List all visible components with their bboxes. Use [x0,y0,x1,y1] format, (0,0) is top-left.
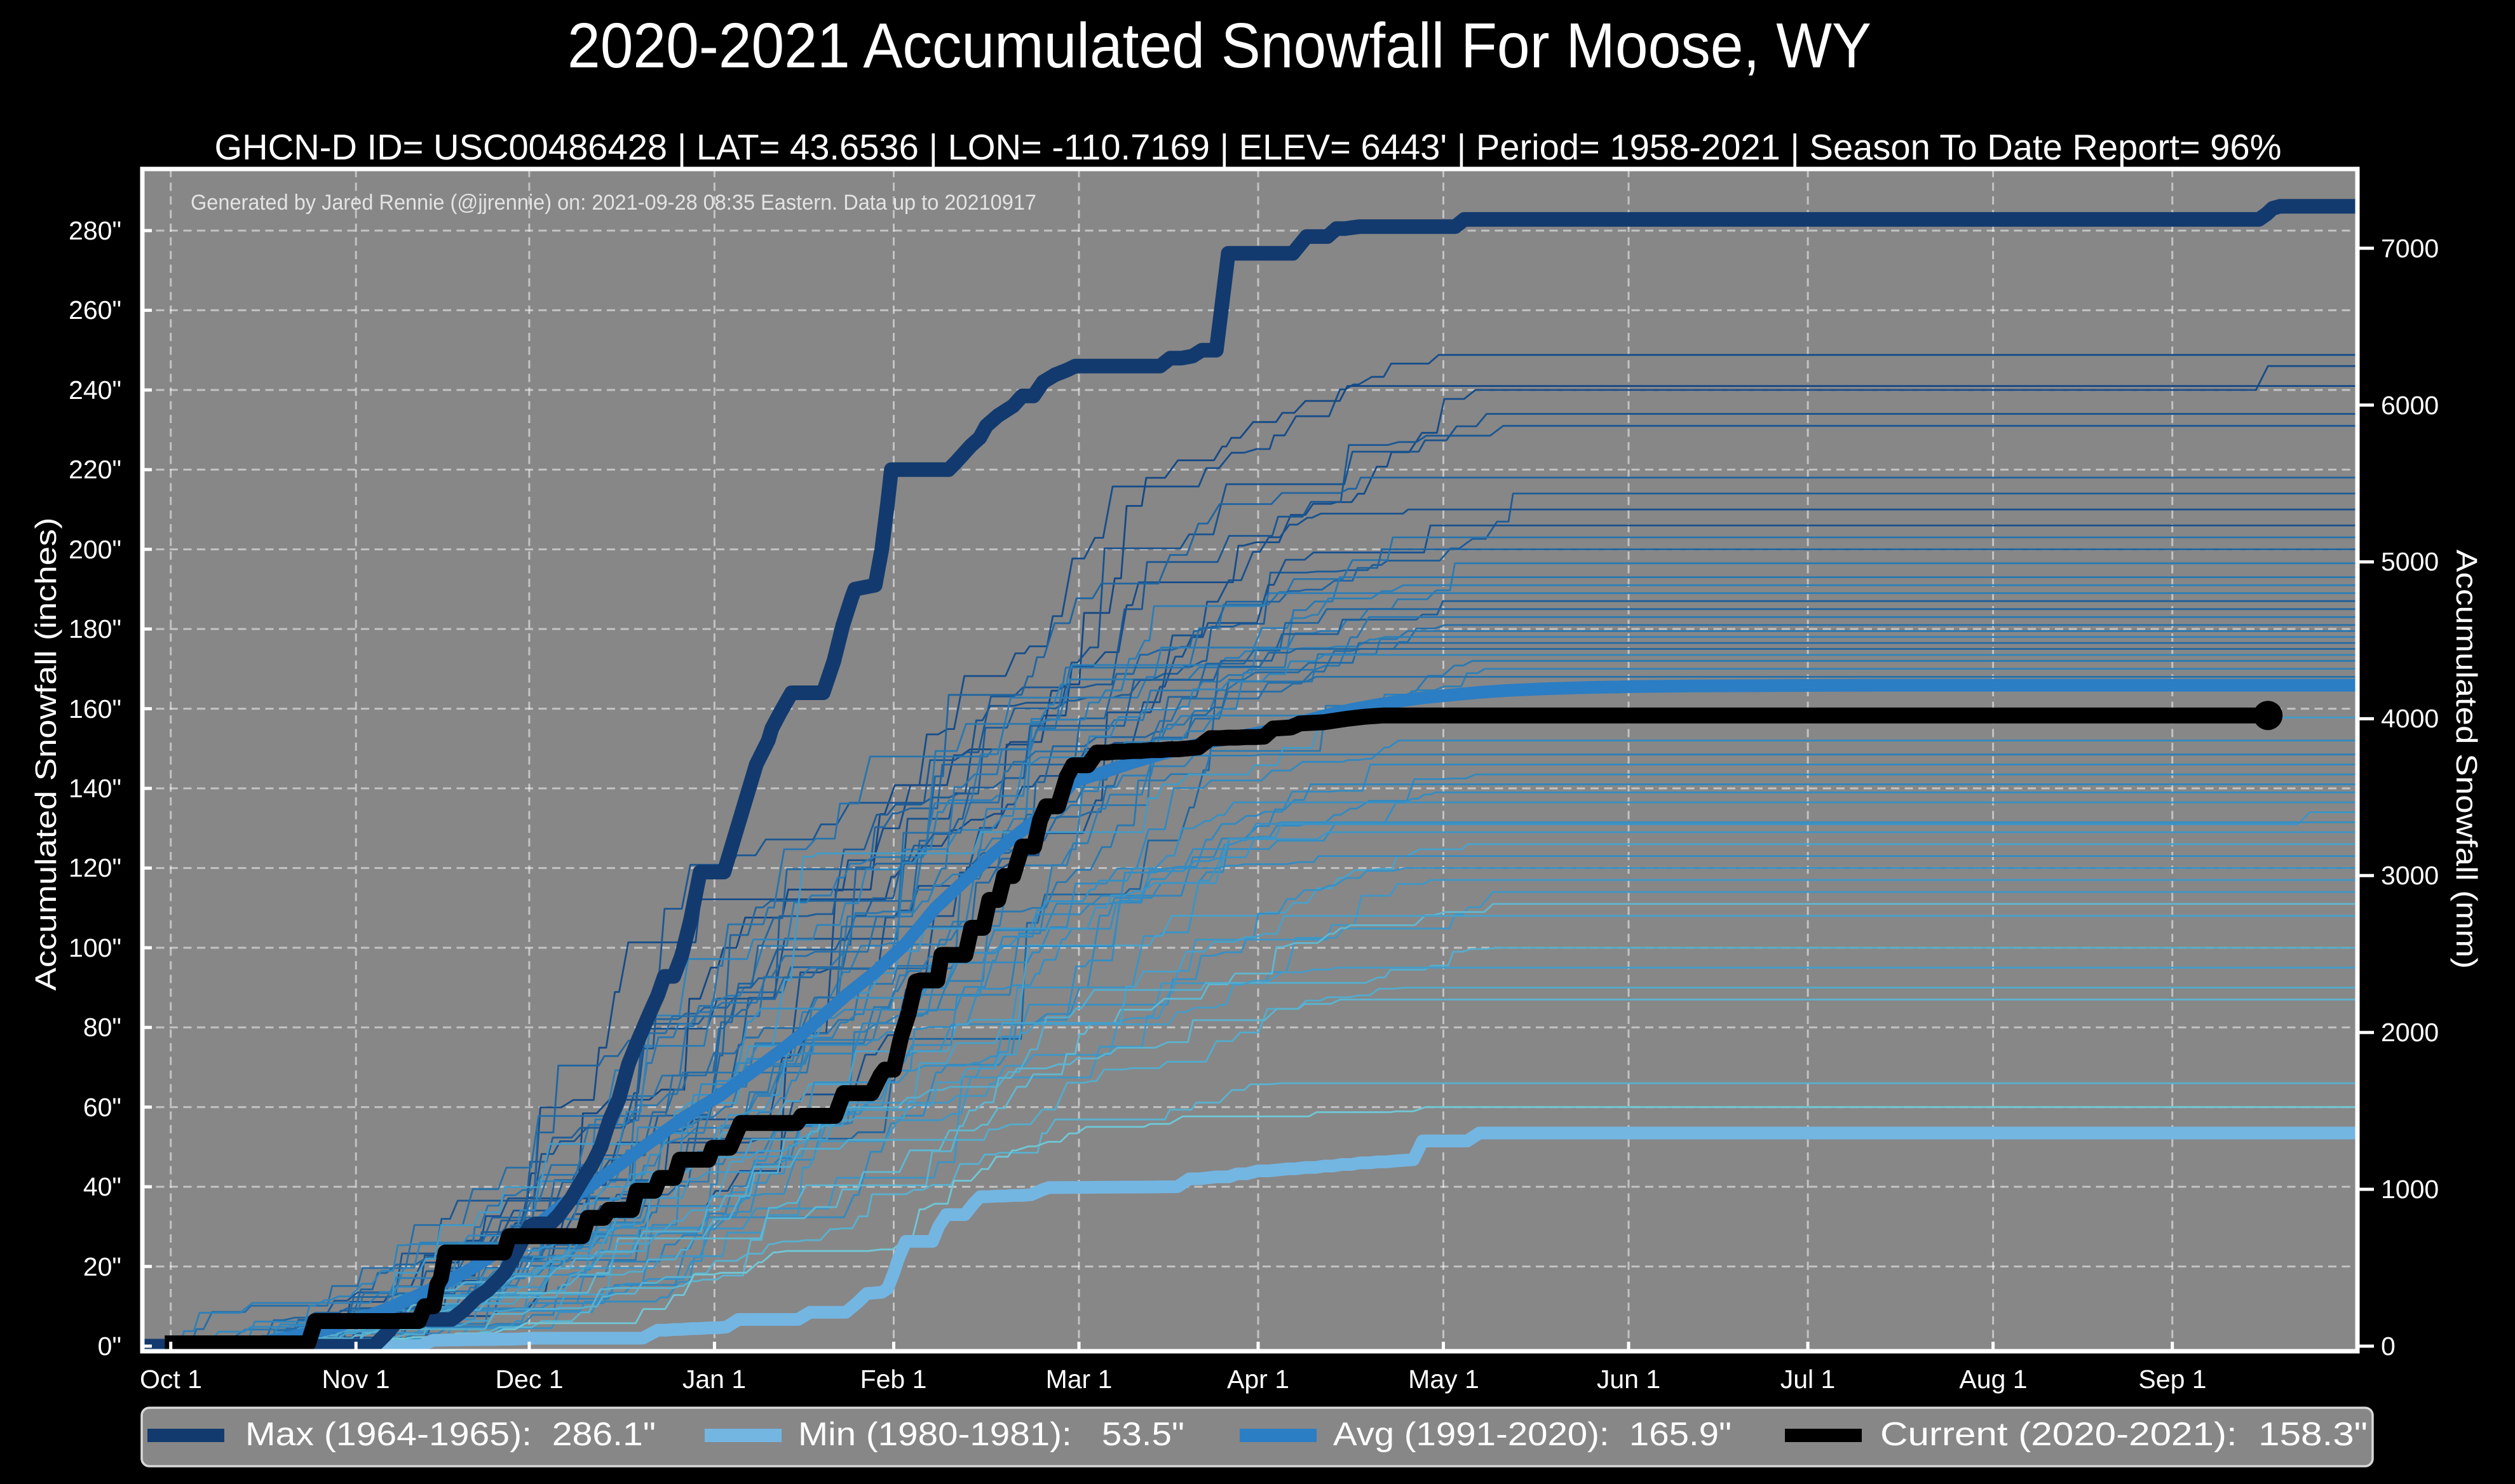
svg-text:3000: 3000 [2381,861,2439,890]
svg-text:Mar 1: Mar 1 [1046,1365,1113,1394]
svg-text:20": 20" [83,1252,121,1281]
svg-text:Sep 1: Sep 1 [2138,1365,2206,1394]
svg-text:May 1: May 1 [1408,1365,1479,1394]
svg-text:240": 240" [69,375,121,405]
svg-text:Jul 1: Jul 1 [1780,1365,1836,1394]
svg-text:7000: 7000 [2381,234,2439,263]
svg-text:200": 200" [69,535,121,564]
svg-text:Jun 1: Jun 1 [1597,1365,1660,1394]
svg-text:60": 60" [83,1093,121,1122]
svg-text:Nov 1: Nov 1 [322,1365,390,1394]
svg-text:160": 160" [69,694,121,724]
svg-text:2000: 2000 [2381,1018,2439,1047]
svg-text:5000: 5000 [2381,547,2439,576]
svg-text:6000: 6000 [2381,391,2439,420]
svg-text:Feb 1: Feb 1 [860,1365,927,1394]
svg-text:Apr 1: Apr 1 [1227,1365,1289,1394]
svg-text:Generated by Jared Rennie (@jj: Generated by Jared Rennie (@jjrennie) on… [191,191,1036,215]
svg-text:GHCN-D ID= USC00486428 | LAT=: GHCN-D ID= USC00486428 | LAT= 43.6536 | … [215,127,2282,168]
svg-text:280": 280" [69,216,121,245]
svg-text:220": 220" [69,455,121,484]
svg-text:80": 80" [83,1013,121,1042]
svg-text:4000: 4000 [2381,704,2439,733]
svg-text:260": 260" [69,295,121,325]
svg-text:Min (1980-1981): 53.5": Min (1980-1981): 53.5" [798,1416,1184,1453]
svg-text:Aug 1: Aug 1 [1959,1365,2027,1394]
svg-text:Dec 1: Dec 1 [495,1365,563,1394]
svg-text:180": 180" [69,614,121,644]
svg-text:Accumulated Snowfall (inches): Accumulated Snowfall (inches) [29,518,62,991]
svg-text:0": 0" [98,1332,121,1361]
svg-text:Jan 1: Jan 1 [682,1365,746,1394]
svg-text:120": 120" [69,853,121,882]
svg-text:2020-2021 Accumulated Snowfall: 2020-2021 Accumulated Snowfall For Moose… [567,10,1871,81]
svg-text:Avg (1991-2020): 165.9": Avg (1991-2020): 165.9" [1333,1416,1732,1453]
svg-text:100": 100" [69,933,121,962]
svg-text:Current (2020-2021): 158.3": Current (2020-2021): 158.3" [1880,1416,2368,1453]
svg-text:1000: 1000 [2381,1175,2439,1204]
svg-text:Accumulated Snowfall (mm): Accumulated Snowfall (mm) [2450,550,2483,969]
svg-text:40": 40" [83,1172,121,1201]
svg-text:0: 0 [2381,1332,2396,1361]
svg-text:140": 140" [69,774,121,803]
svg-text:Max (1964-1965): 286.1": Max (1964-1965): 286.1" [245,1416,656,1453]
svg-text:Oct 1: Oct 1 [140,1365,202,1394]
